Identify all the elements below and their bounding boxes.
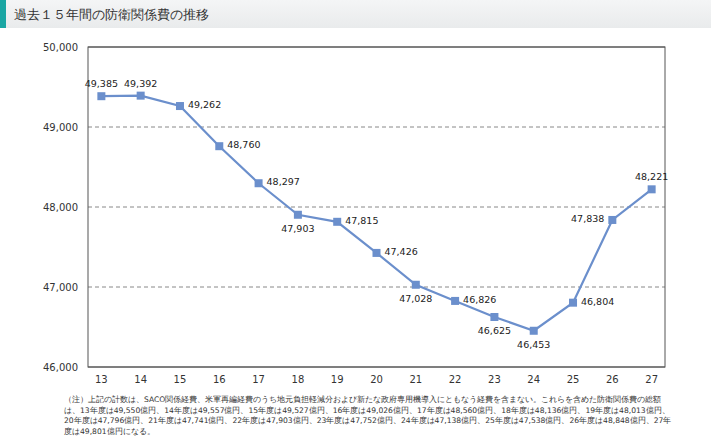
- marker: [648, 185, 656, 193]
- y-tick-label: 48,000: [43, 202, 78, 213]
- note: （注）上記の計数は、SACO関係経費、米軍再編経費のうち地元負担軽減分および新た…: [64, 395, 674, 437]
- marker: [373, 249, 381, 257]
- marker: [569, 299, 577, 307]
- marker: [255, 179, 263, 187]
- marker: [176, 102, 184, 110]
- x-tick-label: 14: [134, 374, 147, 385]
- grid-line: [88, 127, 665, 128]
- marker: [451, 297, 459, 305]
- series-group: [97, 92, 655, 335]
- data-label: 47,815: [345, 215, 378, 226]
- marker: [490, 313, 498, 321]
- x-tick-label: 23: [488, 374, 501, 385]
- data-label: 47,426: [385, 246, 418, 257]
- data-label: 46,804: [581, 296, 614, 307]
- y-tick-label: 50,000: [43, 42, 78, 53]
- header-bar: [0, 0, 6, 28]
- y-tick-label: 49,000: [43, 122, 78, 133]
- y-tick-label: 47,000: [43, 282, 78, 293]
- x-tick-label: 19: [331, 374, 344, 385]
- x-tick-label: 24: [527, 374, 540, 385]
- data-label: 46,826: [463, 294, 496, 305]
- marker: [333, 218, 341, 226]
- data-label: 47,028: [399, 293, 432, 304]
- data-label: 46,625: [478, 325, 511, 336]
- x-tick-label: 20: [370, 374, 383, 385]
- header: 過去１５年間の防衛関係費の推移: [0, 0, 711, 28]
- data-label: 46,453: [517, 339, 550, 350]
- marker: [294, 211, 302, 219]
- x-tick-label: 22: [449, 374, 462, 385]
- x-tick-label: 15: [174, 374, 187, 385]
- data-label: 49,262: [188, 99, 221, 110]
- marker: [608, 216, 616, 224]
- data-label: 47,838: [571, 213, 604, 224]
- x-tick-label: 26: [606, 374, 619, 385]
- data-label: 49,385: [85, 78, 118, 89]
- marker: [137, 92, 145, 100]
- marker: [530, 327, 538, 335]
- x-tick-label: 16: [213, 374, 226, 385]
- x-tick-label: 21: [409, 374, 422, 385]
- x-tick-label: 17: [252, 374, 265, 385]
- plot-frame: [88, 47, 665, 367]
- line: [101, 96, 651, 331]
- marker: [412, 281, 420, 289]
- x-tick-label: 18: [292, 374, 305, 385]
- grid-line: [88, 207, 665, 208]
- data-label: 48,760: [227, 139, 260, 150]
- y-tick-label: 46,000: [43, 362, 78, 373]
- data-label: 48,297: [267, 176, 300, 187]
- x-tick-label: 25: [567, 374, 580, 385]
- grid-line: [88, 287, 665, 288]
- data-label: 49,392: [124, 78, 157, 89]
- marker: [97, 92, 105, 100]
- x-tick-label: 27: [645, 374, 658, 385]
- x-tick-label: 13: [95, 374, 108, 385]
- marker: [215, 142, 223, 150]
- data-label: 47,903: [281, 223, 314, 234]
- title: 過去１５年間の防衛関係費の推移: [14, 6, 209, 24]
- chart: 46,000 47,000 48,000 49,000 50,000 13 14 15 16 17…: [0, 0, 711, 439]
- data-label: 48,221: [635, 171, 668, 182]
